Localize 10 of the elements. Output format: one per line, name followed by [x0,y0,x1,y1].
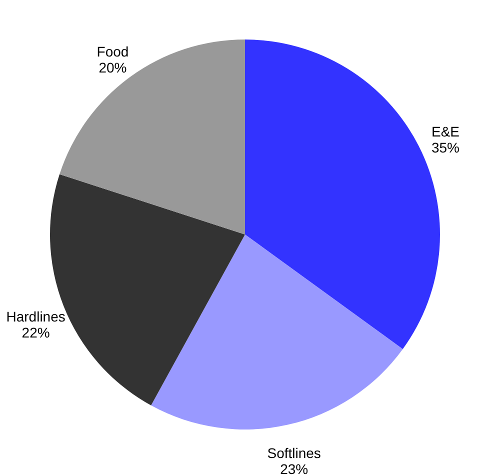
pie-slice [151,234,403,430]
slice-label: Hardlines [6,308,66,324]
data-label: 23% [280,461,308,475]
slice-label: Softlines [267,445,321,462]
data-label: 35% [431,139,460,156]
pie-slice [60,40,245,234]
data-label: 22% [22,324,50,340]
data-label: 20% [98,59,127,76]
slice-label: Food [96,43,129,60]
slice-label: E&E [431,123,460,140]
